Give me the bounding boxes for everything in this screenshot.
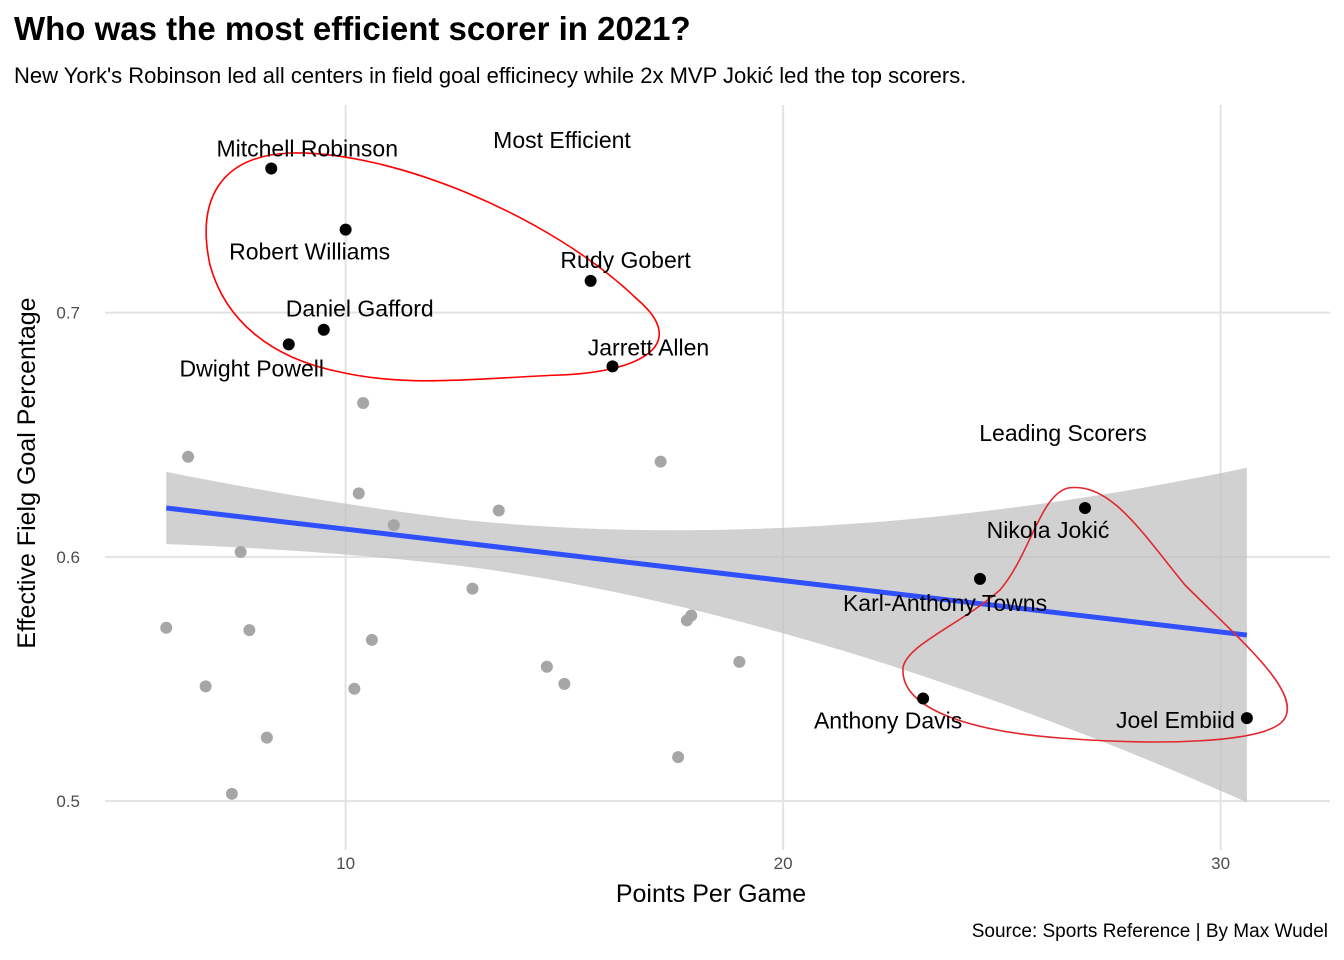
- data-point: [733, 655, 746, 668]
- point-label: Mitchell Robinson: [216, 136, 398, 162]
- point-label: Jarrett Allen: [588, 334, 709, 360]
- trend-line-path: [165, 505, 1248, 638]
- data-point: [199, 680, 212, 693]
- trend-line: [165, 505, 1248, 638]
- x-axis-title: Points Per Game: [616, 880, 806, 908]
- group-label-leading-scorers: Leading Scorers: [979, 420, 1147, 446]
- group-outlines: [205, 152, 1288, 743]
- data-point: [352, 487, 365, 500]
- point-labels: Mitchell Robinson Robert Williams Rudy Gob…: [180, 136, 1235, 734]
- point-label: Karl-Anthony Towns: [843, 590, 1047, 616]
- chart-title: Who was the most efficient scorer in 202…: [14, 10, 691, 47]
- chart-caption: Source: Sports Reference | By Max Wudel: [971, 921, 1328, 942]
- data-point: [260, 731, 273, 744]
- point-label: Nikola Jokić: [987, 517, 1110, 543]
- point-label: Daniel Gafford: [286, 296, 434, 322]
- data-point: [182, 450, 195, 463]
- leading-scorers-outline: [902, 486, 1288, 743]
- point-label: Rudy Gobert: [560, 247, 691, 273]
- data-point: [348, 682, 361, 695]
- y-tick-label: 0.5: [56, 792, 80, 811]
- x-tick-label: 30: [1211, 854, 1230, 873]
- chart-subtitle: New York's Robinson led all centers in f…: [14, 63, 967, 88]
- point-label: Dwight Powell: [180, 355, 324, 381]
- x-tick-label: 10: [336, 854, 355, 873]
- data-point: [160, 621, 173, 634]
- data-point: [225, 787, 238, 800]
- data-point: [558, 677, 571, 690]
- highlighted-point: [265, 162, 278, 175]
- axis-ticks: 10 20 30 0.5 0.6 0.7: [56, 304, 1230, 873]
- point-label: Anthony Davis: [814, 708, 962, 734]
- y-tick-label: 0.7: [56, 304, 80, 323]
- data-point: [685, 609, 698, 622]
- data-point: [365, 633, 378, 646]
- group-label-most-efficient: Most Efficient: [493, 127, 631, 153]
- point-label: Joel Embiid: [1116, 707, 1235, 733]
- data-point: [387, 519, 400, 532]
- data-point: [466, 582, 479, 595]
- highlighted-point: [917, 692, 930, 705]
- data-point: [540, 660, 553, 673]
- data-point: [234, 546, 247, 558]
- highlighted-point: [339, 223, 352, 236]
- most-efficient-outline: [205, 152, 661, 382]
- highlighted-point: [974, 572, 986, 585]
- highlighted-points: [265, 162, 1253, 725]
- data-point: [672, 751, 685, 764]
- y-axis-title: Effective Fielg Goal Percentage: [13, 297, 41, 648]
- highlighted-point: [584, 274, 597, 287]
- highlighted-point: [1240, 712, 1253, 725]
- y-tick-label: 0.6: [56, 548, 80, 567]
- highlighted-point: [317, 323, 330, 336]
- x-tick-label: 20: [774, 854, 793, 873]
- confidence-band-area: [166, 467, 1247, 803]
- data-point: [654, 455, 667, 468]
- highlighted-point: [606, 360, 619, 373]
- data-point: [492, 504, 505, 517]
- point-label: Robert Williams: [229, 239, 390, 265]
- highlighted-point: [282, 338, 295, 351]
- background-points: [160, 397, 746, 800]
- highlighted-point: [1079, 502, 1091, 515]
- data-point: [357, 397, 370, 409]
- data-point: [243, 624, 256, 637]
- confidence-band: [166, 467, 1247, 803]
